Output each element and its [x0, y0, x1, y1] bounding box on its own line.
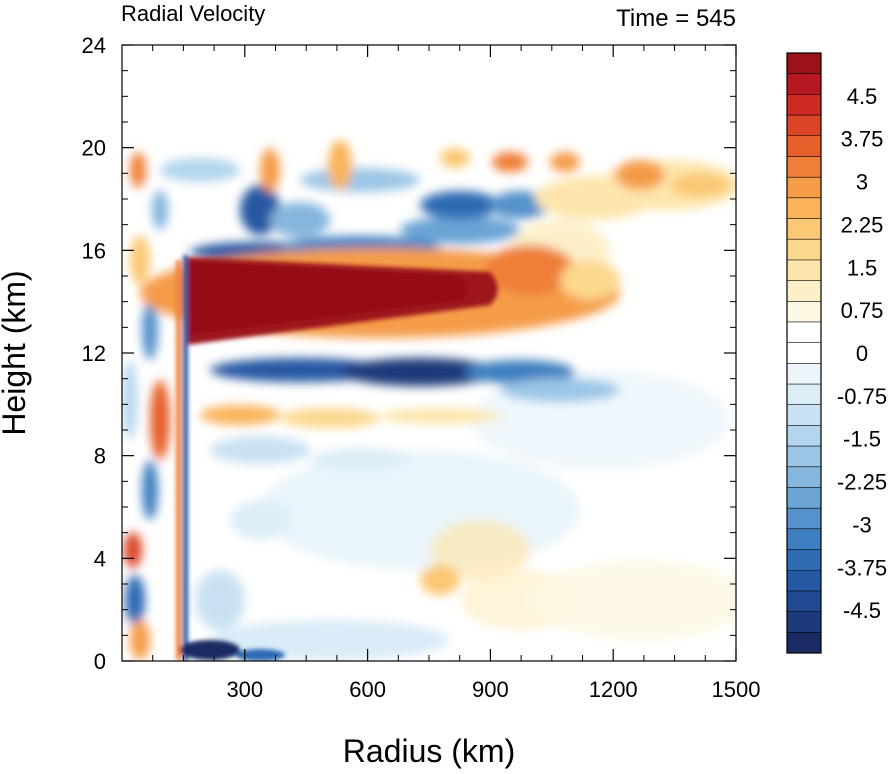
- colorbar-segment: [787, 73, 821, 95]
- colorbar-segment: [787, 301, 821, 323]
- y-axis-ticks: 0 4 8 12 16 20 24: [82, 33, 736, 674]
- colorbar-segment: [787, 156, 821, 178]
- y-tick-label: 8: [94, 444, 106, 469]
- colorbar-segment: [787, 94, 821, 116]
- y-tick-label: 4: [94, 546, 106, 571]
- colorbar-segment: [787, 528, 821, 550]
- colorbar-segment: [787, 632, 821, 654]
- colorbar-segment: [787, 280, 821, 302]
- colorbar-labels: 4.5 3.75 3 2.25 1.5 0.75 0 -0.75 -1.5 -2.25 -3 -3.7…: [837, 84, 887, 623]
- colorbar-segment: [787, 321, 821, 344]
- colorbar-label: -3: [852, 512, 872, 537]
- colorbar-segment: [787, 466, 821, 488]
- colorbar-segment: [787, 611, 821, 633]
- colorbar-label: -2.25: [837, 470, 887, 495]
- colorbar-segment: [787, 446, 821, 468]
- x-tick-label: 600: [349, 677, 386, 702]
- colorbar-label: 4.5: [847, 84, 878, 109]
- colorbar-label: -1.5: [843, 427, 881, 452]
- colorbar-frame: [786, 52, 822, 654]
- y-tick-label: 16: [82, 238, 106, 263]
- colorbar-segment: [787, 508, 821, 530]
- colorbar-label: 1.5: [847, 255, 878, 280]
- colorbar-segment: [787, 487, 821, 509]
- colorbar-label: -3.75: [837, 555, 887, 580]
- y-tick-label: 0: [94, 649, 106, 674]
- heatmap-field: [123, 140, 736, 661]
- chart-subtitle: Time = 545: [616, 5, 736, 32]
- x-tick-label: 300: [226, 677, 263, 702]
- colorbar-segment: [787, 197, 821, 219]
- colorbar-segment: [787, 384, 821, 406]
- colorbar-segment: [787, 549, 821, 571]
- colorbar-label: 3: [856, 170, 868, 195]
- colorbar-segment: [787, 53, 821, 75]
- y-tick-label: 12: [82, 341, 106, 366]
- colorbar-label: 0.75: [841, 298, 884, 323]
- colorbar-segment: [787, 570, 821, 592]
- x-tick-label: 1500: [712, 677, 761, 702]
- colorbar-segment: [787, 259, 821, 281]
- chart-title: Radial Velocity: [121, 1, 265, 26]
- x-axis-ticks: 300 600 900 1200 1500: [226, 45, 760, 702]
- colorbar-label: 2.25: [841, 212, 884, 237]
- minor-ticks: [122, 45, 736, 661]
- colorbar-label: 3.75: [841, 127, 884, 152]
- colorbar-segment: [787, 115, 821, 137]
- y-axis-label: Height (km): [0, 270, 32, 435]
- x-axis-label: Radius (km): [343, 733, 515, 769]
- colorbar-segment: [787, 590, 821, 613]
- y-tick-label: 24: [82, 33, 106, 58]
- colorbar-segment: [787, 342, 821, 364]
- colorbar-segment: [787, 363, 821, 385]
- colorbar-label: -0.75: [837, 384, 887, 409]
- colorbar-segment: [787, 425, 821, 447]
- colorbar-segment: [787, 239, 821, 261]
- colorbar-label: -4.5: [843, 598, 881, 623]
- colorbar: [786, 52, 822, 654]
- x-tick-label: 1200: [589, 677, 638, 702]
- colorbar-segment: [787, 404, 821, 426]
- y-tick-label: 20: [82, 136, 106, 161]
- colorbar-label: 0: [856, 341, 868, 366]
- colorbar-segment: [787, 218, 821, 240]
- x-tick-label: 900: [472, 677, 509, 702]
- colorbar-segment: [787, 177, 821, 199]
- colorbar-segment: [787, 135, 821, 157]
